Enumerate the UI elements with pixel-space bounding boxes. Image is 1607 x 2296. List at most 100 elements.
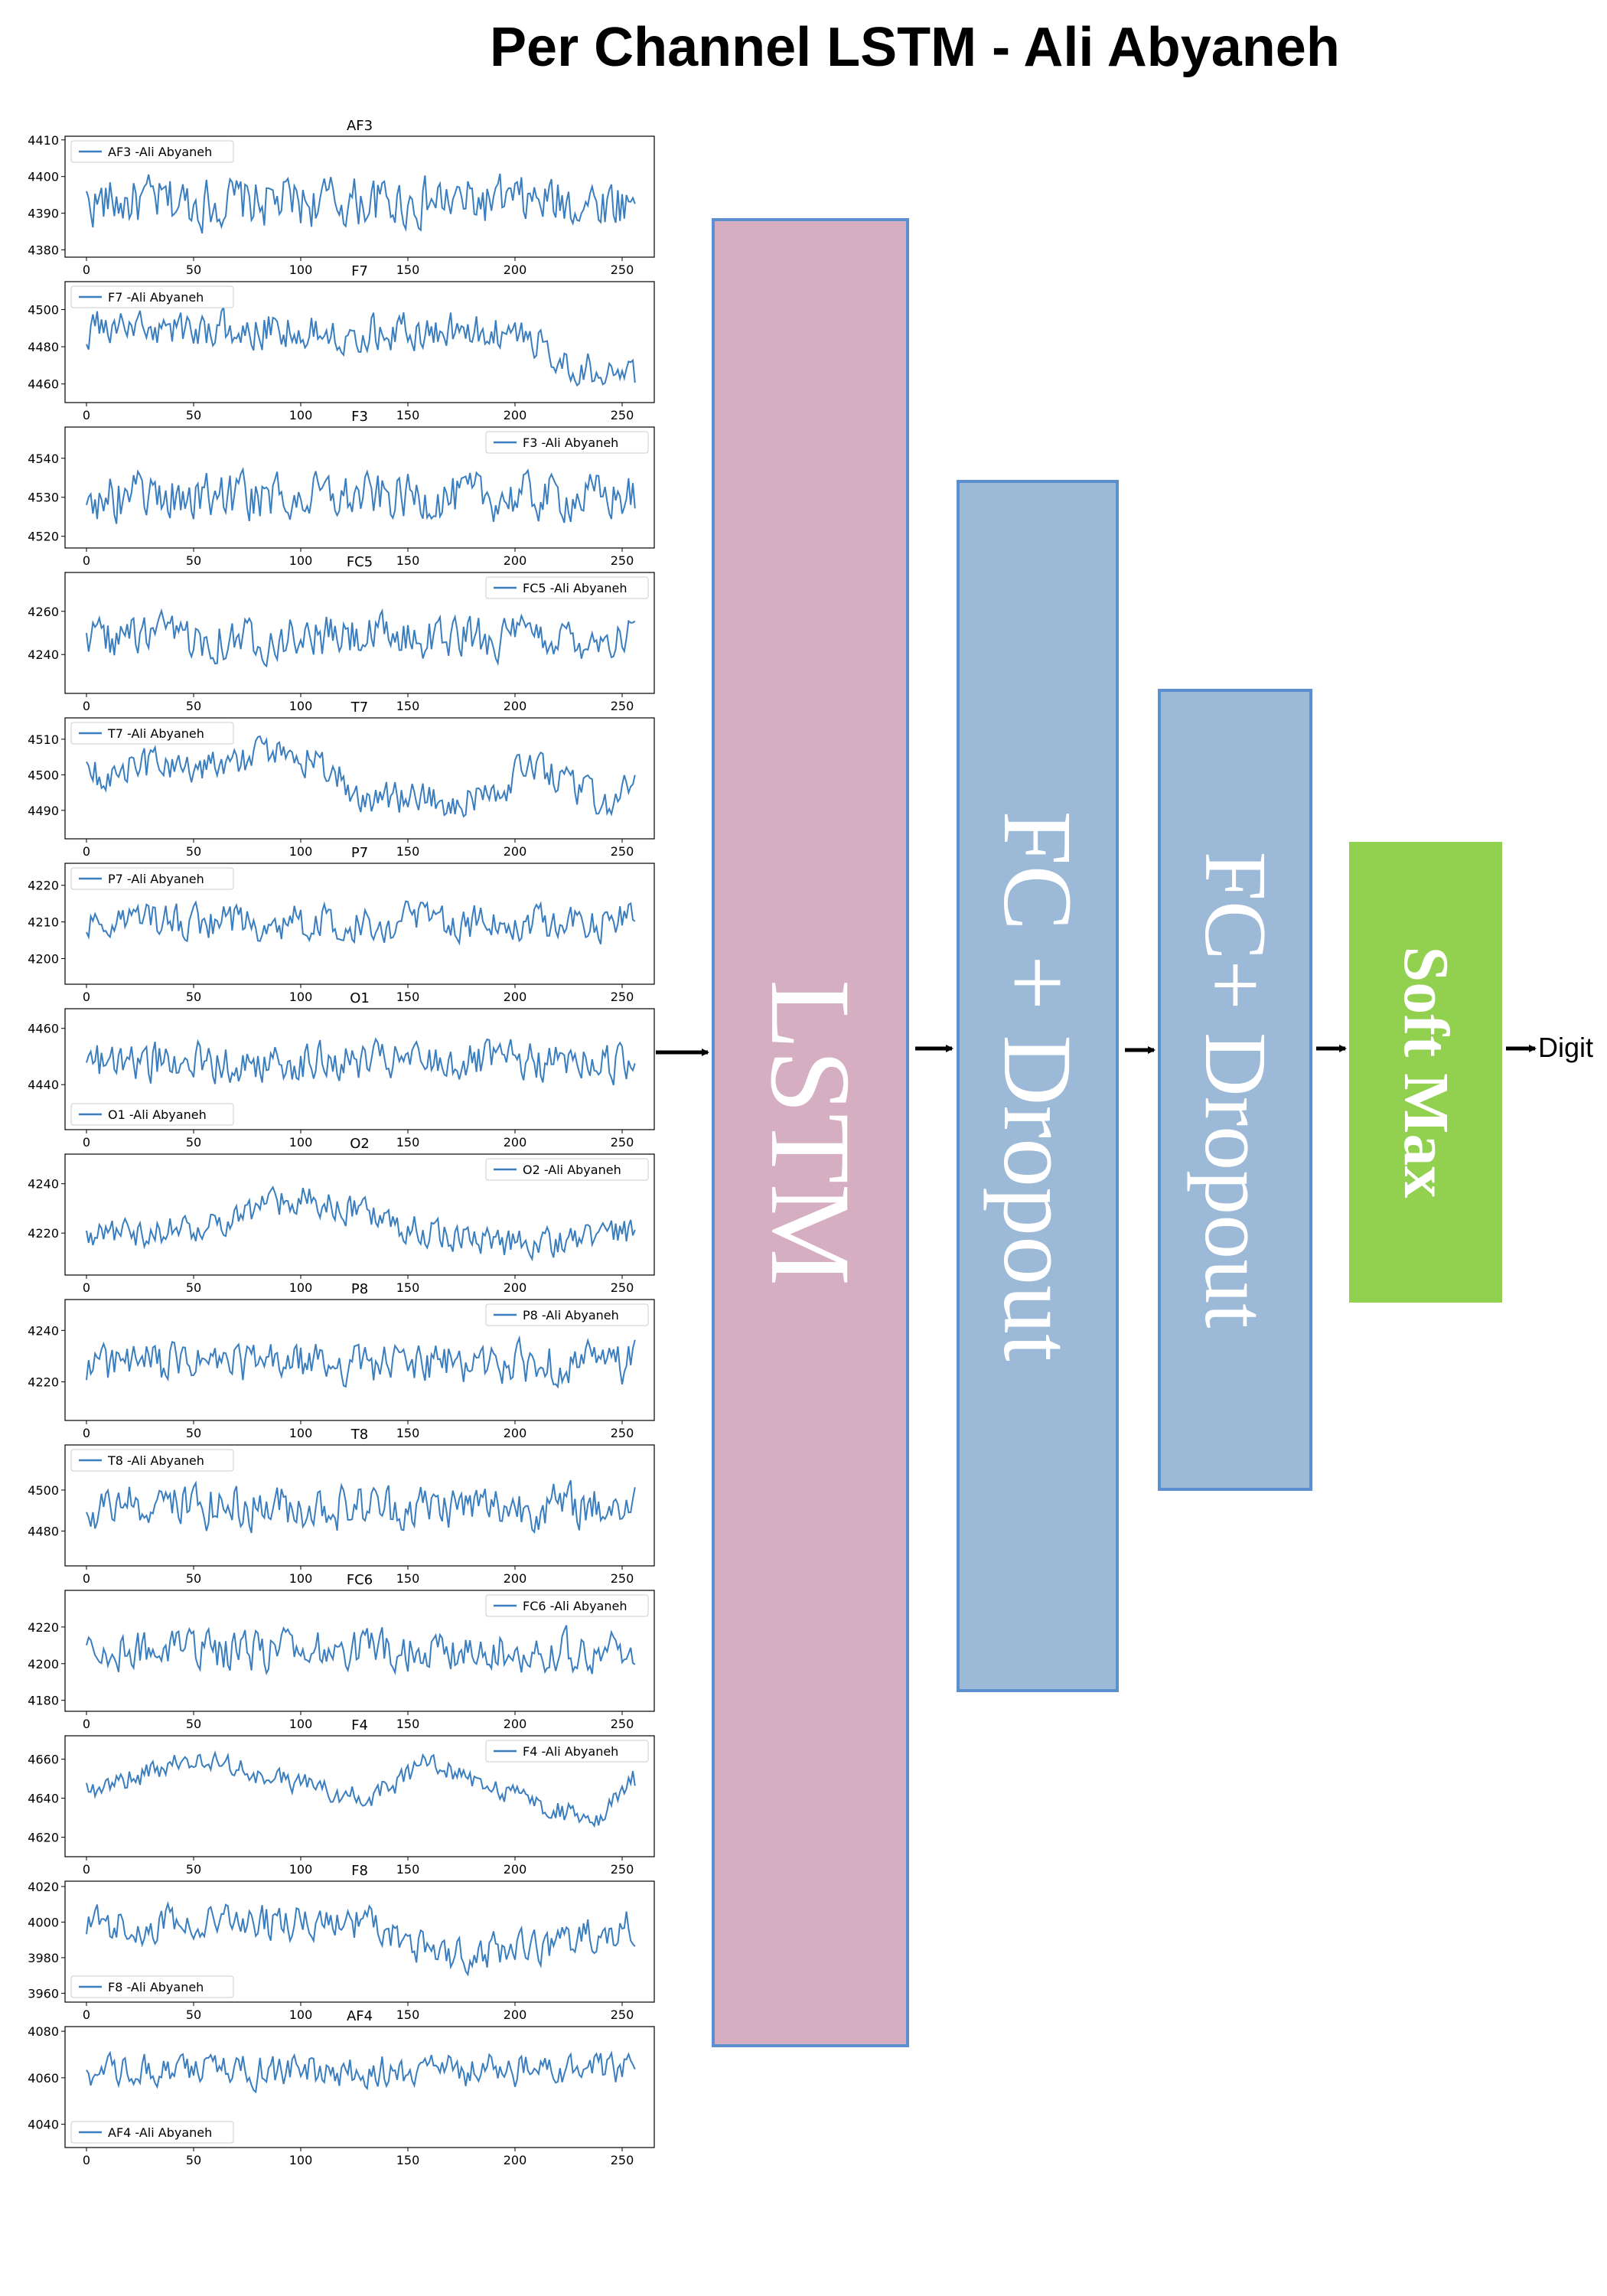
eeg-channel-plots: AF3 0 50 100 150 200 250 4380 4390 4400 4410 AF3 -A…	[28, 118, 655, 2167]
x-tick-label: 250	[611, 1135, 634, 1150]
legend-label: P8 -Ali Abyaneh	[523, 1308, 619, 1322]
fc-dropout-block-1: FC + Dropout	[957, 480, 1119, 1692]
chart-title: T8	[350, 1427, 368, 1443]
y-tick-label: 4180	[28, 1694, 59, 1708]
legend-label: F3 -Ali Abyaneh	[523, 435, 618, 450]
x-tick-label: 150	[396, 1280, 420, 1295]
x-tick-label: 0	[83, 1862, 90, 1877]
x-tick-label: 150	[396, 1862, 420, 1877]
chart-p8: P8 0 50 100 150 200 250 4220 4240 P8 -Ali Abyaneh	[28, 1281, 655, 1440]
x-tick-label: 250	[611, 1426, 634, 1440]
legend-label: FC6 -Ali Abyaneh	[523, 1599, 627, 1613]
x-tick-label: 100	[289, 1426, 313, 1440]
x-tick-label: 0	[83, 1426, 90, 1440]
chart-f3: F3 0 50 100 150 200 250 4520 4530 4540 F3 -Ali Aby…	[28, 409, 655, 568]
signal-line	[86, 1625, 636, 1676]
output-label: Digit	[1538, 1032, 1594, 1063]
chart-af3: AF3 0 50 100 150 200 250 4380 4390 4400 4410 AF3 -A…	[28, 118, 655, 277]
y-tick-label: 4040	[28, 2118, 59, 2132]
y-tick-label: 4200	[28, 951, 59, 966]
chart-p7: P7 0 50 100 150 200 250 4200 4210 4220 P7 -Ali Aby…	[28, 845, 655, 1004]
signal-line	[86, 1900, 636, 1977]
x-tick-label: 0	[83, 553, 90, 568]
x-tick-label: 250	[611, 263, 634, 277]
chart-fc5: FC5 0 50 100 150 200 250 4240 4260 FC5 -Ali Abyan…	[28, 554, 655, 713]
plot-frame	[64, 1735, 655, 1857]
x-tick-label: 200	[504, 1280, 527, 1295]
y-tick-label: 4530	[28, 491, 59, 505]
x-tick-label: 100	[289, 263, 313, 277]
chart-o2: O2 0 50 100 150 200 250 4220 4240 O2 -Ali Abyaneh	[28, 1136, 655, 1295]
chart-title: FC5	[347, 554, 373, 570]
legend-box	[70, 867, 234, 890]
y-tick-label: 4380	[28, 243, 59, 257]
x-tick-label: 150	[396, 699, 420, 713]
legend-box	[70, 1975, 234, 1998]
x-tick-label: 50	[186, 263, 201, 277]
y-tick-label: 4000	[28, 1915, 59, 1929]
signal-line	[86, 466, 636, 524]
x-tick-label: 50	[186, 1571, 201, 1586]
y-tick-label: 4240	[28, 647, 59, 662]
x-tick-label: 150	[396, 2153, 420, 2167]
x-tick-label: 0	[83, 1571, 90, 1586]
chart-title: P8	[351, 1281, 368, 1297]
legend-label: F7 -Ali Abyaneh	[108, 290, 204, 305]
y-tick-label: 4440	[28, 1078, 59, 1092]
x-tick-label: 200	[504, 553, 527, 568]
x-tick-label: 100	[289, 1280, 313, 1295]
chart-title: AF3	[347, 118, 373, 134]
signal-line	[86, 735, 636, 818]
legend-box	[485, 576, 649, 599]
fc-dropout-label-1: FC + Dropout	[983, 810, 1092, 1362]
x-tick-label: 250	[611, 2153, 634, 2167]
lstm-block: LSTM	[712, 218, 909, 2047]
chart-o1: O1 0 50 100 150 200 250 4440 4460 O1 -Ali Abyaneh	[28, 990, 655, 1150]
chart-title: F3	[351, 409, 368, 425]
y-tick-label: 4060	[28, 2071, 59, 2086]
legend-label: P7 -Ali Abyaneh	[108, 872, 204, 886]
legend-box	[485, 1594, 649, 1617]
x-tick-label: 0	[83, 1280, 90, 1295]
signal-line	[86, 1037, 636, 1086]
x-tick-label: 250	[611, 1571, 634, 1586]
x-tick-label: 150	[396, 1426, 420, 1440]
legend-box	[70, 2121, 234, 2144]
x-tick-label: 200	[504, 990, 527, 1004]
legend: FC6 -Ali Abyaneh	[485, 1594, 649, 1617]
x-tick-label: 100	[289, 1135, 313, 1150]
legend-label: T7 -Ali Abyaneh	[107, 726, 204, 741]
chart-title: O1	[350, 990, 370, 1006]
y-tick-label: 4510	[28, 732, 59, 747]
x-tick-label: 150	[396, 2007, 420, 2022]
signal-line	[86, 1186, 636, 1262]
x-tick-label: 0	[83, 1135, 90, 1150]
chart-title: FC6	[347, 1572, 373, 1588]
x-tick-label: 50	[186, 1717, 201, 1731]
legend: P7 -Ali Abyaneh	[70, 867, 234, 890]
x-tick-label: 100	[289, 2007, 313, 2022]
chart-fc6: FC6 0 50 100 150 200 250 4180 4200 4220 FC6 -Ali A…	[28, 1572, 655, 1731]
x-tick-label: 150	[396, 844, 420, 859]
y-tick-label: 4240	[28, 1323, 59, 1338]
x-tick-label: 100	[289, 990, 313, 1004]
y-tick-label: 4500	[28, 1483, 59, 1498]
y-tick-label: 4210	[28, 915, 59, 930]
signal-line	[86, 173, 636, 234]
y-tick-label: 4460	[28, 377, 59, 392]
chart-t8: T8 0 50 100 150 200 250 4480 4500 T8 -Ali Abyaneh	[28, 1427, 655, 1586]
y-tick-label: 4640	[28, 1792, 59, 1806]
fc-dropout-label-2: FC+ Dropout	[1186, 851, 1284, 1329]
x-tick-label: 50	[186, 408, 201, 422]
legend-box	[70, 722, 234, 745]
y-tick-label: 4240	[28, 1177, 59, 1192]
x-tick-label: 50	[186, 699, 201, 713]
softmax-block: Soft Max	[1349, 842, 1502, 1303]
y-tick-label: 4620	[28, 1831, 59, 1845]
chart-title: T7	[350, 700, 368, 716]
legend: O1 -Ali Abyaneh	[70, 1103, 234, 1126]
y-tick-label: 4220	[28, 879, 59, 893]
figure-title: Per Channel LSTM - Ali Abyaneh	[490, 17, 1340, 78]
x-tick-label: 100	[289, 1717, 313, 1731]
chart-title: F7	[351, 263, 368, 279]
